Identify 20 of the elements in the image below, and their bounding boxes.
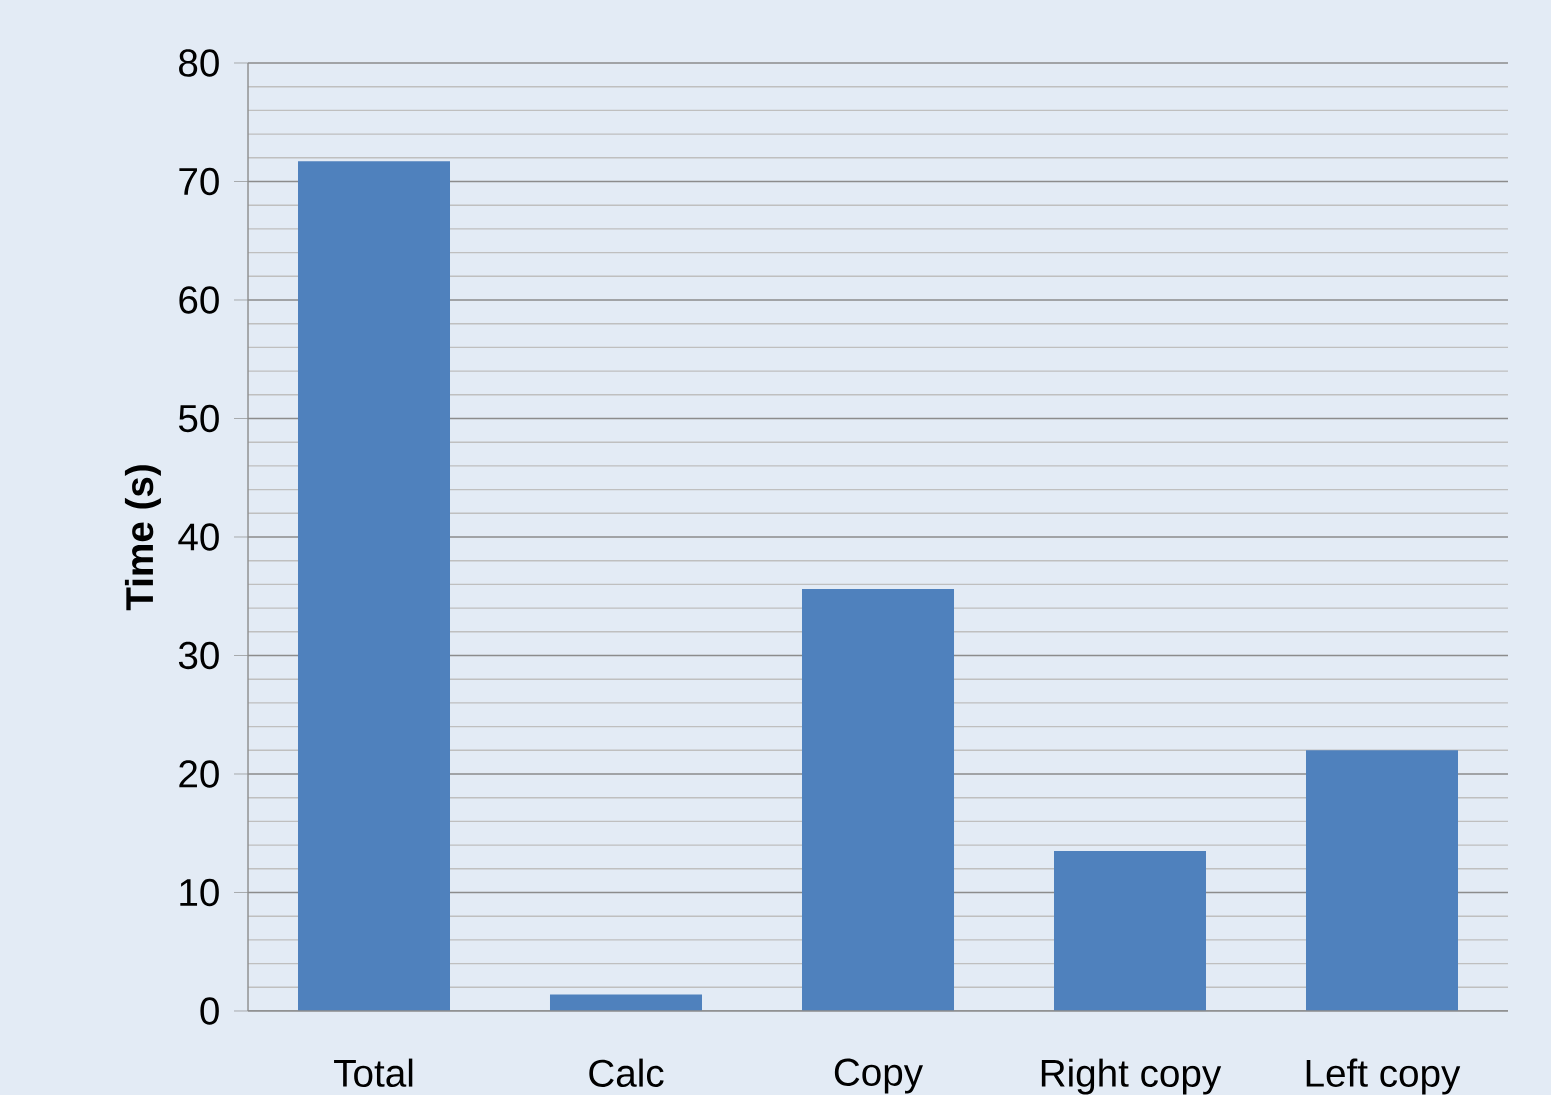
y-axis-title: Time (s) [124,465,161,611]
bar [1306,750,1458,1011]
bar [802,589,955,1011]
x-tick-label: Total [334,1058,413,1087]
bar [550,994,703,1011]
y-tick-label: 70 [179,167,219,196]
y-tick-label: 60 [179,286,219,314]
x-tick-label: Copy [834,1058,924,1094]
bar [1054,851,1206,1011]
y-tick-label: 30 [178,641,219,670]
y-tick-label: 10 [180,878,219,907]
x-tick-label: Left copy [1306,1058,1461,1095]
y-tick-label: 50 [178,404,219,433]
bar [298,161,451,1011]
x-tick-label: Right copy [1041,1058,1222,1095]
y-tick-label: 0 [200,997,219,1025]
x-tick-label: Calc [589,1058,664,1087]
y-tick-label: 40 [178,523,219,551]
y-tick-label: 80 [179,49,219,77]
y-tick-label: 20 [179,760,219,788]
